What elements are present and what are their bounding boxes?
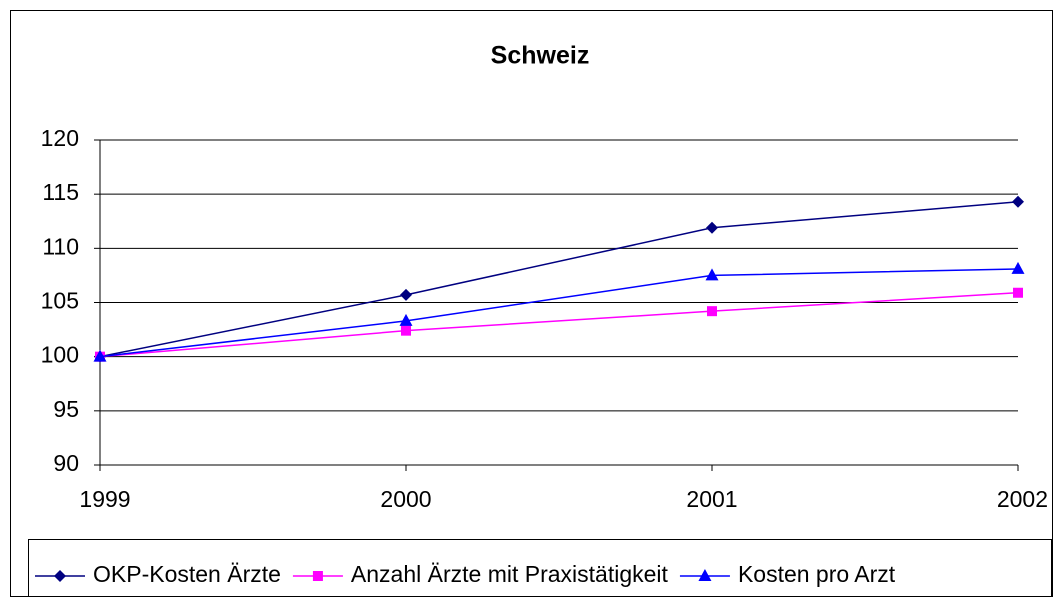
y-tick-label: 105 [41, 288, 79, 314]
y-tick-label: 95 [53, 396, 79, 422]
y-tick-label: 120 [41, 125, 79, 151]
marker-diamond [54, 570, 66, 582]
x-tick-label: 1999 [79, 486, 130, 512]
legend-label: Kosten pro Arzt [738, 561, 896, 587]
marker-triangle [698, 569, 712, 581]
series-line [99, 268, 1019, 358]
marker-square [312, 571, 323, 581]
chart-title: Schweiz [491, 42, 590, 70]
series-line [99, 292, 1019, 358]
x-tick-label: 2002 [997, 486, 1048, 512]
marker-triangle [399, 313, 413, 326]
marker-triangle [705, 268, 719, 281]
marker-diamond [1012, 195, 1024, 208]
x-tick-label: 2000 [380, 486, 431, 512]
legend-label: Anzahl Ärzte mit Praxistätigkeit [351, 561, 669, 587]
marker-triangle [93, 349, 107, 362]
marker-diamond [706, 221, 718, 234]
chart-frame [10, 10, 1053, 597]
y-tick-label: 110 [42, 233, 79, 259]
legend-box [28, 539, 1052, 597]
series-line [99, 201, 1019, 358]
x-tick-label: 2001 [686, 486, 737, 512]
marker-triangle [1011, 261, 1025, 274]
marker-square [401, 325, 411, 336]
y-tick-label: 90 [53, 450, 79, 476]
y-tick-label: 100 [41, 342, 79, 368]
marker-square [707, 306, 717, 317]
legend-label: OKP-Kosten Ärzte [93, 561, 281, 587]
marker-square [1013, 287, 1023, 298]
y-tick-label: 115 [42, 179, 79, 205]
marker-diamond [400, 288, 412, 301]
